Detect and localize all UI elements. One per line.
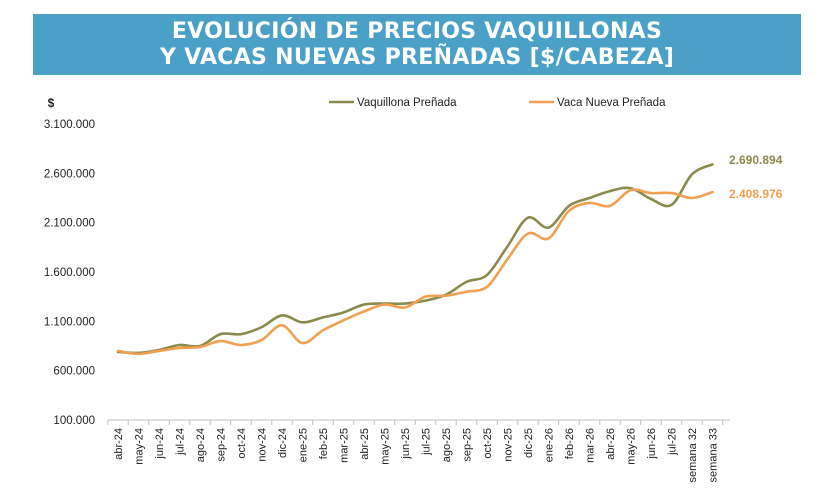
- x-tick-label: jun-26: [646, 428, 658, 460]
- x-tick-label: ago-25: [441, 428, 453, 462]
- y-tick-label: 100.000: [53, 415, 95, 427]
- y-tick-label: 1.600.000: [44, 267, 95, 279]
- x-tick-label: nov-24: [257, 428, 269, 462]
- x-tick-label: nov-25: [503, 428, 515, 462]
- legend-label-2: Vaca Nueva Preñada: [557, 97, 666, 109]
- title-banner: EVOLUCIÓN DE PRECIOS VAQUILLONAS Y VACAS…: [33, 14, 801, 75]
- end-value-label-2: 2.408.976: [729, 187, 783, 201]
- x-tick-label: ene-25: [298, 428, 310, 462]
- x-tick-label: oct-24: [236, 428, 248, 459]
- x-tick-label: mar-25: [339, 428, 351, 463]
- end-value-label-1: 2.690.894: [729, 153, 783, 167]
- y-tick-label: 2.600.000: [44, 168, 95, 180]
- x-tick-label: may-24: [134, 428, 146, 465]
- x-tick-label: jul-25: [421, 428, 433, 456]
- series-line-2: [116, 188, 714, 356]
- series-line-1: [116, 163, 714, 355]
- x-tick-label: may-25: [380, 428, 392, 465]
- x-tick-label: jun-25: [400, 428, 412, 460]
- x-tick-label: abr-25: [359, 428, 371, 460]
- x-tick-label: mar-26: [585, 428, 597, 463]
- x-tick-label: semana 33: [708, 428, 720, 482]
- y-axis-label: $: [48, 96, 55, 110]
- x-tick-label: feb-25: [318, 428, 330, 459]
- y-tick-label: 3.100.000: [44, 119, 95, 131]
- x-tick-label: abr-24: [113, 428, 125, 460]
- x-tick-label: ene-26: [544, 428, 556, 462]
- y-tick-label: 2.100.000: [44, 218, 95, 230]
- x-tick-label: jul-24: [175, 428, 187, 456]
- legend-label-1: Vaquillona Preñada: [357, 97, 457, 109]
- x-tick-label: oct-25: [482, 428, 494, 459]
- chart-title-line-2: Y VACAS NUEVAS PREÑADAS [$/CABEZA]: [159, 45, 675, 70]
- x-tick-label: feb-26: [564, 428, 576, 459]
- x-tick-label: jul-26: [667, 428, 679, 456]
- x-tick-label: abr-26: [605, 428, 617, 460]
- x-tick-label: dic-25: [523, 428, 535, 458]
- chart-title-line-1: EVOLUCIÓN DE PRECIOS VAQUILLONAS: [171, 19, 663, 44]
- x-tick-label: ago-24: [195, 428, 207, 462]
- x-tick-label: sep-25: [462, 428, 474, 462]
- y-tick-label: 1.100.000: [44, 316, 95, 328]
- y-tick-label: 600.000: [53, 366, 95, 378]
- x-tick-label: jun-24: [154, 428, 166, 460]
- x-tick-label: sep-24: [216, 428, 228, 462]
- x-tick-label: dic-24: [277, 428, 289, 458]
- x-tick-label: may-26: [626, 428, 638, 465]
- x-tick-label: semana 32: [687, 428, 699, 482]
